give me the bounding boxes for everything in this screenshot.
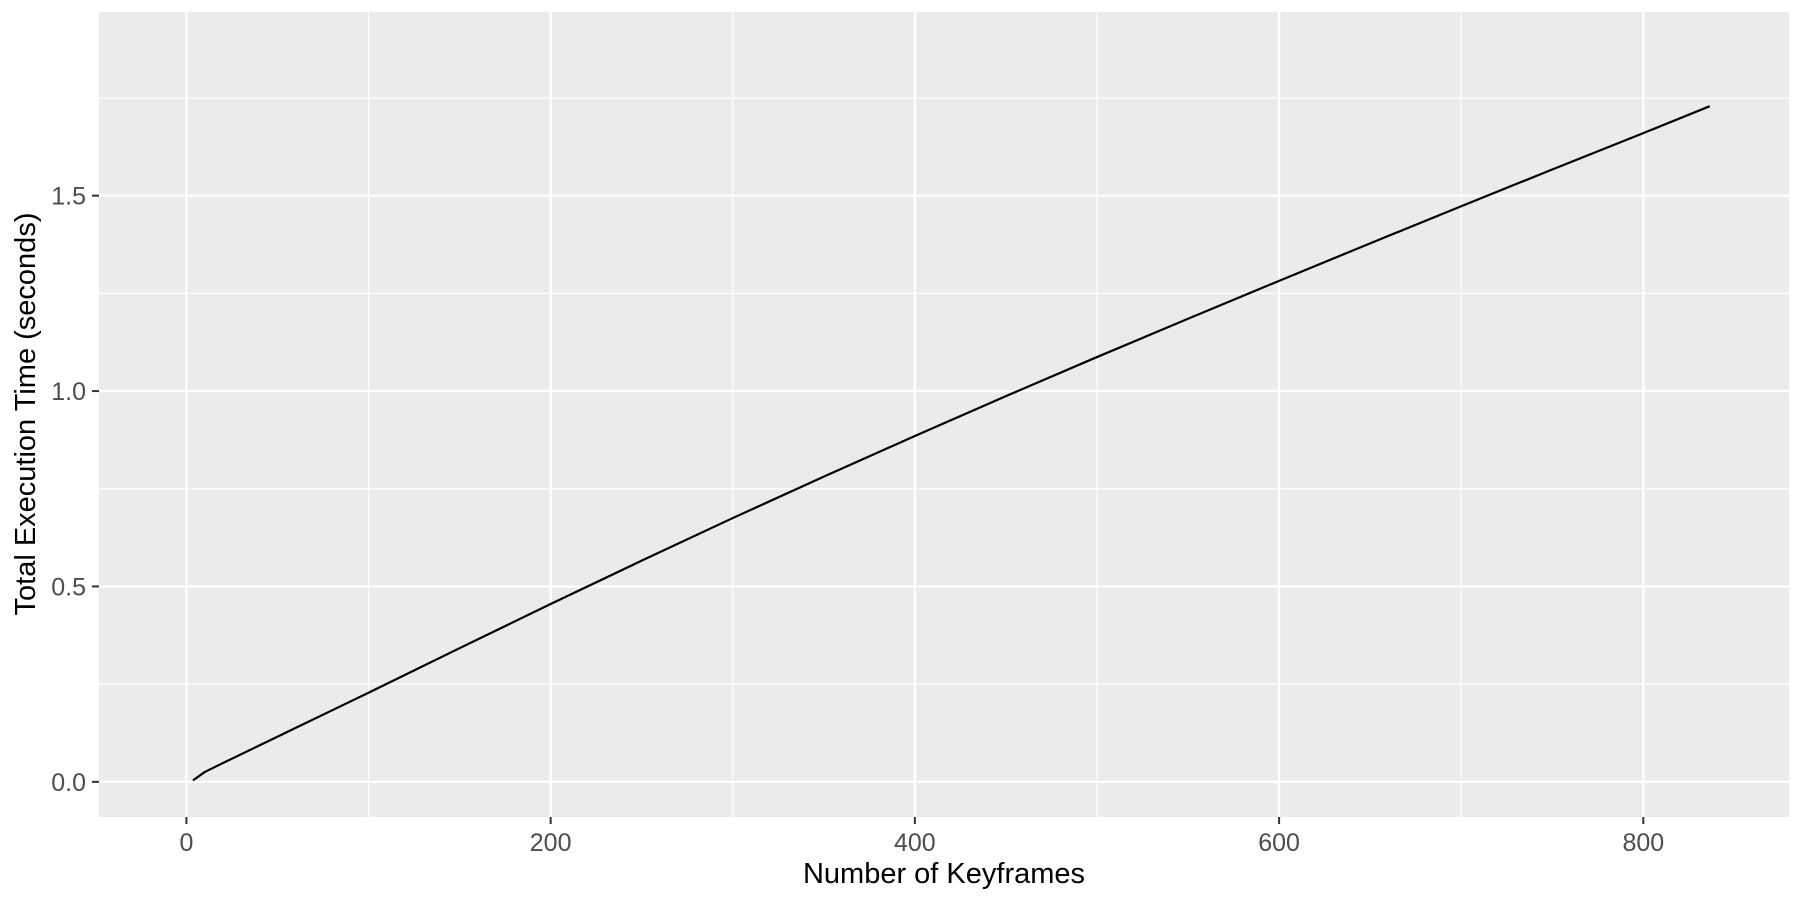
x-tick-label: 200 [530, 829, 572, 857]
y-axis: 0.0 0.5 1.0 1.5 [51, 183, 99, 797]
y-axis-title: Total Execution Time (seconds) [10, 213, 42, 616]
x-tick-label: 600 [1258, 829, 1300, 857]
x-tick-label: 0 [179, 829, 193, 857]
minor-gridlines [99, 12, 1789, 817]
x-axis-title: Number of Keyframes [803, 858, 1085, 890]
y-tick-label: 0.0 [51, 769, 86, 797]
y-tick-label: 1.5 [51, 183, 86, 211]
x-axis: 0 200 400 600 800 [179, 817, 1664, 857]
major-gridlines [99, 12, 1789, 817]
x-tick-label: 400 [894, 829, 936, 857]
panel-background [99, 12, 1789, 817]
y-tick-label: 1.0 [51, 378, 86, 406]
y-tick-label: 0.5 [51, 573, 86, 601]
series-layer [192, 105, 1710, 781]
x-tick-label: 800 [1622, 829, 1664, 857]
series-line [192, 105, 1710, 781]
